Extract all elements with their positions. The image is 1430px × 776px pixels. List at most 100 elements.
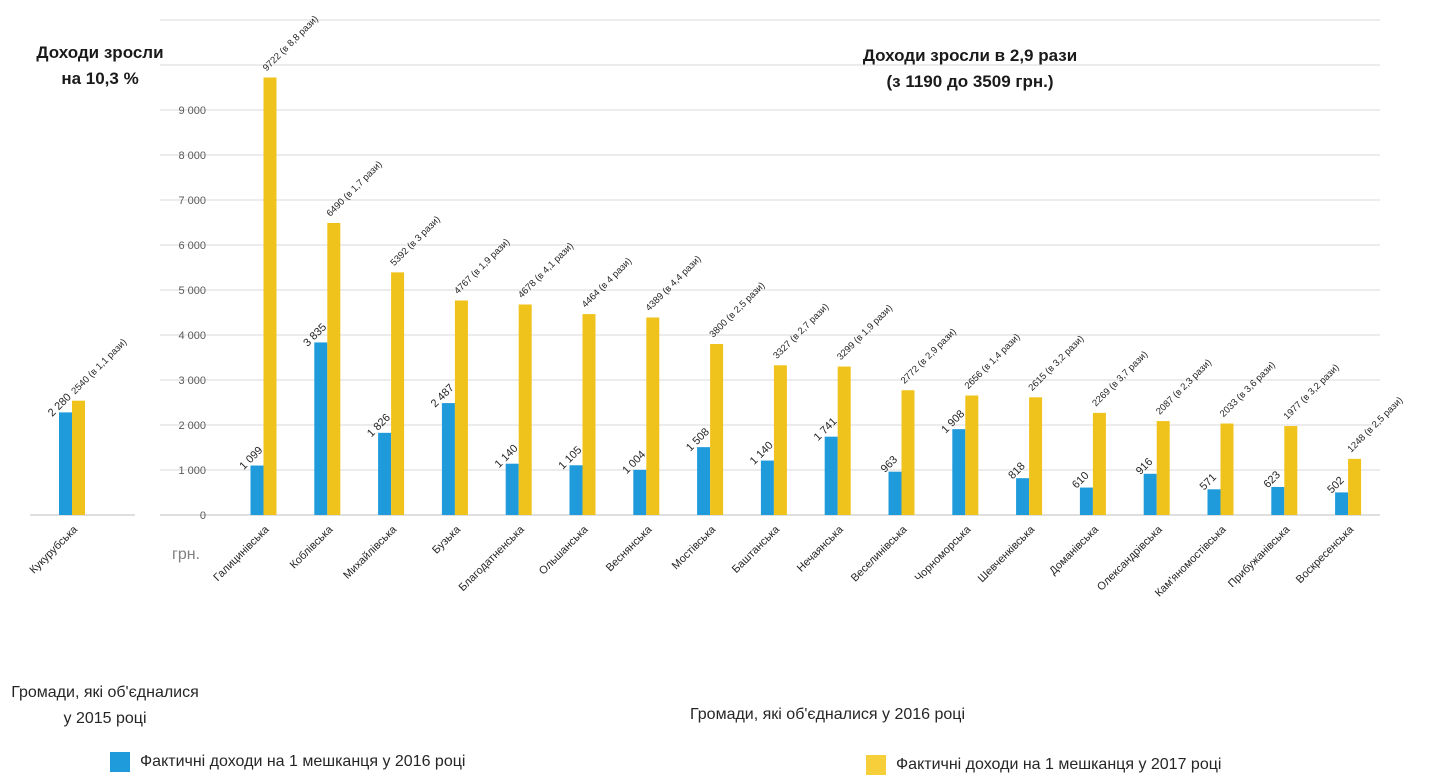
group-label-2016: Громади, які об'єдналися у 2016 році (690, 706, 966, 723)
annotation-2016-line1: Доходи зросли в 2,9 рази (862, 46, 1078, 65)
bar-2017 (263, 77, 277, 515)
legend-item-2017: Фактичні доходи на 1 мешканця у 2017 роц… (866, 755, 1221, 775)
category-label: Михайлівська (341, 523, 400, 582)
data-label-2017: 3327 (в 2,7 рази) (771, 301, 831, 361)
y-axis-unit: грн. (172, 546, 201, 563)
bar-2017 (1284, 426, 1298, 515)
bar-2017 (72, 400, 85, 515)
group-label-2015-line2: у 2015 році (63, 710, 147, 727)
data-label-2017: 2540 (в 1,1 рази) (69, 337, 129, 397)
bar-2016 (569, 465, 583, 515)
bar-2016 (1207, 489, 1221, 515)
category-label: Веселинівська (849, 523, 910, 584)
legend-item-2016: Фактичні доходи на 1 мешканця у 2016 роц… (110, 752, 465, 772)
category-label: Чорноморська (913, 523, 974, 584)
bar-2017 (710, 344, 724, 515)
bar-2017 (1220, 423, 1234, 515)
annotation-2015-line1: Доходи зросли (36, 43, 164, 62)
y-tick-label: 7 000 (178, 195, 206, 207)
category-label: Галицинівська (211, 523, 272, 584)
y-tick-label: 4 000 (178, 330, 206, 342)
bar-2016 (59, 412, 72, 515)
bar-2016 (1335, 492, 1349, 515)
data-label-2017: 5392 (в 3 рази) (388, 214, 442, 268)
bar-2016 (1143, 473, 1157, 515)
bar-2016 (760, 460, 774, 515)
bar-2016 (697, 447, 711, 515)
bar-2017 (1156, 421, 1170, 515)
group-label-2015-line1: Громади, які об'єдналися (11, 684, 199, 701)
bar-2017 (837, 366, 851, 515)
bar-2016 (633, 469, 647, 515)
y-tick-label: 0 (200, 510, 206, 522)
legend-label-2016: Фактичні доходи на 1 мешканця у 2016 роц… (140, 753, 466, 770)
category-label: Воскресенська (1294, 523, 1357, 586)
bar-2017 (1092, 412, 1106, 515)
data-label-2017: 2656 (в 1,4 рази) (963, 332, 1023, 392)
data-label-2017: 4767 (в 1,9 рази) (452, 237, 512, 297)
annotation-2015-line2: на 10,3 % (61, 69, 139, 88)
category-label: Ольшанська (537, 523, 591, 577)
bar-2016 (888, 471, 902, 515)
category-label: Благодатненська (457, 523, 528, 594)
data-label-2017: 2087 (в 2,3 рази) (1154, 357, 1214, 417)
y-tick-label: 2 000 (178, 420, 206, 432)
data-label-2017: 2269 (в 3,7 рази) (1090, 349, 1150, 409)
y-tick-label: 5 000 (178, 285, 206, 297)
category-label: Доманівська (1047, 523, 1101, 577)
y-tick-label: 1 000 (178, 465, 206, 477)
bar-2016 (378, 432, 392, 515)
annotation-2016-line2: (з 1190 до 3509 грн.) (886, 72, 1054, 91)
category-label: Прибужанівська (1226, 523, 1293, 590)
data-label-2017: 2615 (в 3,2 рази) (1026, 334, 1086, 394)
legend-label-2017: Фактичні доходи на 1 мешканця у 2017 роц… (896, 756, 1222, 773)
bar-2017 (454, 300, 468, 515)
y-tick-label: 8 000 (178, 150, 206, 162)
bar-2016 (505, 463, 519, 515)
bar-2017 (518, 304, 532, 515)
category-label: Бузька (430, 523, 463, 556)
bar-2017 (965, 395, 979, 515)
bar-2017 (1029, 397, 1043, 515)
bar-2016 (250, 465, 264, 515)
category-label: Нечаянська (795, 523, 847, 575)
legend-swatch-2016 (110, 752, 130, 772)
category-label: Баштанська (730, 523, 783, 576)
data-label-2017: 3800 (в 2,5 рази) (707, 280, 767, 340)
annotation-2015: Доходи зросли на 10,3 % (30, 40, 170, 92)
y-tick-label: 3 000 (178, 375, 206, 387)
data-label-2017: 4389 (в 4,4 рази) (644, 254, 704, 314)
legend-swatch-2017 (866, 755, 886, 775)
bar-2016 (441, 403, 455, 515)
data-label-2017: 3299 (в 1,9 рази) (835, 303, 895, 363)
category-label: Кам'яномостівська (1153, 523, 1229, 599)
category-label: Коблівська (288, 523, 336, 571)
y-tick-label: 9 000 (178, 105, 206, 117)
data-label-2017: 4678 (в 4,1 рази) (516, 241, 576, 301)
bar-2017 (646, 317, 660, 515)
data-label-2017: 6490 (в 1,7 рази) (325, 159, 385, 219)
category-label: Шевченківська (976, 523, 1038, 585)
category-label: Олександрівська (1095, 523, 1165, 593)
data-label-2017: 1977 (в 3,2 рази) (1282, 362, 1342, 422)
category-label: Кукурубська (27, 523, 80, 576)
annotation-2016: Доходи зросли в 2,9 рази (з 1190 до 3509… (820, 43, 1120, 95)
bar-2016 (952, 429, 966, 515)
category-label: Веснянська (604, 523, 655, 574)
data-label-2017: 2033 (в 3,6 рази) (1218, 360, 1278, 420)
bar-2017 (582, 314, 596, 515)
y-tick-label: 6 000 (178, 240, 206, 252)
category-label: Мостівська (670, 523, 719, 572)
bar-2017 (901, 390, 915, 515)
bar-2016 (1271, 486, 1285, 515)
bar-2017 (391, 272, 405, 515)
bar-2017 (773, 365, 787, 515)
bar-2016 (1079, 487, 1093, 515)
bar-2017 (327, 222, 341, 515)
group-label-2015: Громади, які об'єдналися у 2015 році (0, 680, 230, 732)
bar-2017 (1348, 458, 1362, 515)
bar-2016 (824, 436, 838, 515)
data-label-2017: 4464 (в 4 рази) (580, 256, 634, 310)
bar-2016 (1016, 478, 1030, 515)
